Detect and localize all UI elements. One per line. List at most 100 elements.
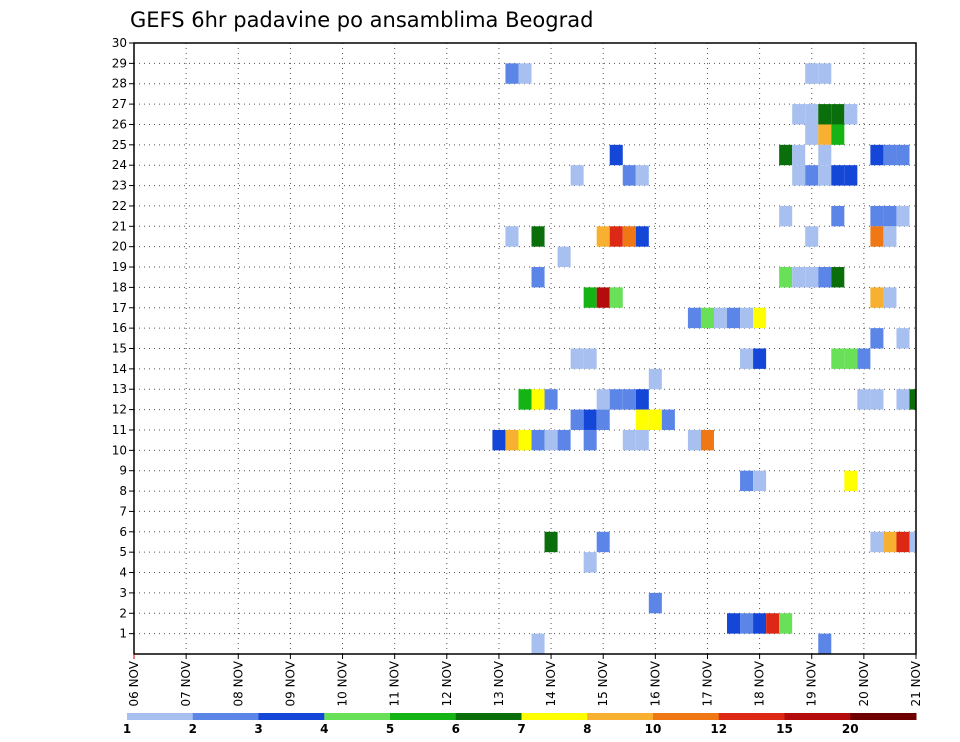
data-cell xyxy=(766,613,780,634)
data-cell xyxy=(857,348,871,369)
data-cell xyxy=(870,531,884,553)
x-tick-label: 07 NOV xyxy=(179,660,193,706)
data-cell xyxy=(622,165,636,186)
data-cell xyxy=(531,429,545,451)
data-cell xyxy=(609,226,623,247)
data-cell xyxy=(544,389,558,410)
legend-label: 7 xyxy=(517,722,525,736)
legend-swatch xyxy=(390,713,457,720)
y-tick-label: 4 xyxy=(119,566,127,580)
y-tick-label: 6 xyxy=(119,525,127,539)
data-cell xyxy=(883,205,897,227)
data-cell xyxy=(596,389,610,410)
legend-label: 10 xyxy=(645,722,662,736)
legend-label: 2 xyxy=(189,722,197,736)
x-tick-label: 16 NOV xyxy=(648,660,662,706)
data-cell xyxy=(883,287,897,308)
data-cell xyxy=(583,552,597,573)
data-cell xyxy=(805,104,819,125)
data-cell xyxy=(896,144,910,166)
data-cells xyxy=(492,63,916,654)
data-cell xyxy=(818,633,832,654)
y-tick-label: 12 xyxy=(112,403,127,417)
y-tick-label: 25 xyxy=(112,138,127,152)
y-tick-label: 22 xyxy=(112,199,127,213)
data-cell xyxy=(896,205,910,227)
data-cell xyxy=(818,104,832,125)
legend-swatch xyxy=(587,713,654,720)
y-tick-label: 10 xyxy=(112,443,127,457)
y-tick-label: 17 xyxy=(112,301,127,315)
y-tick-label: 11 xyxy=(112,423,127,437)
legend-swatch xyxy=(784,713,851,720)
data-cell xyxy=(648,368,662,390)
data-cell xyxy=(505,429,519,451)
data-cell xyxy=(753,348,767,369)
data-cell xyxy=(792,144,806,166)
legend-swatch xyxy=(192,713,259,720)
data-cell xyxy=(818,267,832,288)
x-axis: 06 NOV 07 NOV 08 NOV 09 NOV 10 NOV 11 NOV 12 N… xyxy=(127,654,923,707)
chart-title: GEFS 6hr padavine po ansamblima Beograd xyxy=(130,8,593,32)
data-cell xyxy=(831,348,845,369)
data-cell xyxy=(700,429,714,451)
data-cell xyxy=(883,226,897,247)
x-tick-label: 09 NOV xyxy=(283,660,297,706)
data-cell xyxy=(805,267,819,288)
legend-label: 12 xyxy=(710,722,727,736)
data-cell xyxy=(883,531,897,553)
data-cell xyxy=(805,63,819,84)
data-cell xyxy=(753,307,767,329)
y-tick-label: 16 xyxy=(112,321,127,335)
legend-label: 1 xyxy=(123,722,131,736)
y-axis: 1234567891011121314151617181920212223242… xyxy=(112,36,134,641)
x-tick-label: 11 NOV xyxy=(388,660,402,706)
color-legend: 1 2 3 4 5 6 7 8 10 12 15 20 xyxy=(123,713,917,736)
x-tick-label: 14 NOV xyxy=(544,660,558,706)
data-cell xyxy=(805,124,819,145)
data-cell xyxy=(896,389,910,410)
y-tick-label: 15 xyxy=(112,342,127,356)
data-cell xyxy=(661,409,675,430)
data-cell xyxy=(596,409,610,430)
x-tick-label: 19 NOV xyxy=(805,660,819,706)
data-cell xyxy=(687,429,701,451)
data-cell xyxy=(557,429,571,451)
data-cell xyxy=(635,429,649,451)
x-tick-label: 12 NOV xyxy=(440,660,454,706)
data-cell xyxy=(779,613,793,634)
data-cell xyxy=(792,165,806,186)
y-tick-label: 2 xyxy=(119,606,127,620)
legend-label: 15 xyxy=(776,722,793,736)
y-tick-label: 5 xyxy=(119,545,127,559)
y-tick-label: 19 xyxy=(112,260,127,274)
legend-label: 20 xyxy=(842,722,859,736)
data-cell xyxy=(857,389,871,410)
y-tick-label: 18 xyxy=(112,280,127,294)
data-cell xyxy=(844,165,858,186)
data-cell xyxy=(805,226,819,247)
y-tick-label: 30 xyxy=(112,36,127,50)
y-tick-label: 13 xyxy=(112,382,127,396)
data-cell xyxy=(870,205,884,227)
data-cell xyxy=(779,144,793,166)
y-tick-label: 26 xyxy=(112,117,127,131)
data-cell xyxy=(518,389,532,410)
data-cell xyxy=(831,104,845,125)
x-tick-label: 20 NOV xyxy=(857,660,871,706)
x-tick-label: 08 NOV xyxy=(231,660,245,706)
data-cell xyxy=(635,165,649,186)
data-cell xyxy=(870,144,884,166)
y-tick-label: 3 xyxy=(119,586,127,600)
data-cell xyxy=(635,409,649,430)
data-cell xyxy=(896,531,910,553)
legend-swatch xyxy=(718,713,785,720)
data-cell xyxy=(818,165,832,186)
data-cell xyxy=(609,389,623,410)
data-cell xyxy=(909,531,916,553)
data-cell xyxy=(831,124,845,145)
legend-swatch xyxy=(850,713,917,720)
data-cell xyxy=(792,267,806,288)
y-tick-label: 21 xyxy=(112,219,127,233)
data-cell xyxy=(635,226,649,247)
